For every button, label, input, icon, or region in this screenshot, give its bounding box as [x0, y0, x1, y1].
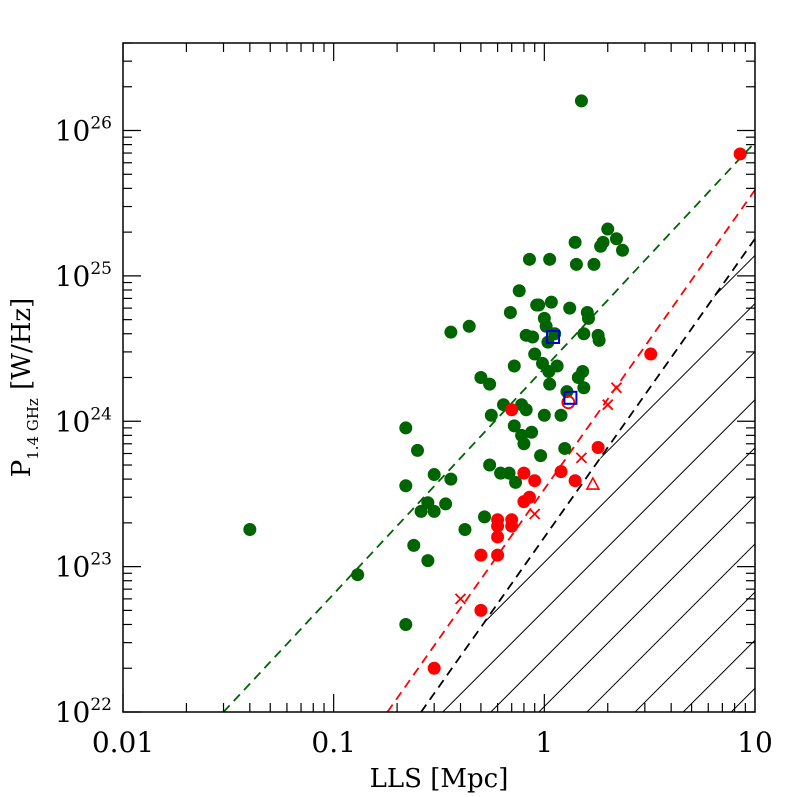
data-point-1-13: [528, 474, 542, 488]
y-tick-label-2: 1024: [55, 404, 112, 438]
data-point-0-49: [543, 252, 557, 266]
data-point-1-2: [474, 603, 488, 617]
data-point-0-60: [574, 94, 588, 108]
data-point-0-63: [577, 381, 591, 395]
data-point-0-3: [399, 421, 413, 435]
data-point-0-1: [351, 568, 365, 582]
data-point-0-65: [581, 311, 595, 325]
data-point-1-14: [554, 465, 568, 479]
data-point-0-48: [543, 377, 557, 391]
y-tick-label-4: 1026: [55, 114, 112, 148]
data-point-0-2: [399, 617, 413, 631]
data-point-1-0: [427, 661, 441, 675]
data-point-0-10: [427, 504, 441, 518]
data-point-1-4: [491, 530, 505, 544]
data-point-2-3: [602, 399, 614, 411]
data-point-0-71: [601, 222, 615, 236]
data-point-0-27: [507, 419, 521, 433]
data-point-1-10: [517, 466, 531, 480]
data-point-0-35: [522, 252, 536, 266]
data-point-0-11: [427, 468, 441, 482]
y-tick-label-3: 1025: [55, 259, 112, 293]
data-point-0-13: [444, 472, 458, 486]
data-point-0-32: [517, 437, 531, 451]
data-point-0-0: [243, 523, 257, 537]
data-point-0-53: [554, 408, 568, 422]
data-point-0-20: [483, 377, 497, 391]
y-axis-label: P1.4 GHz [W/Hz]: [7, 298, 42, 478]
data-point-1-17: [644, 347, 658, 361]
x-tick-label-1: 0.1: [311, 726, 356, 759]
data-point-0-70: [596, 235, 610, 249]
data-point-0-38: [528, 347, 542, 361]
data-point-0-73: [616, 243, 630, 257]
data-point-1-16: [591, 440, 605, 454]
data-point-0-12: [439, 497, 453, 511]
data-point-1-9: [505, 403, 519, 417]
data-point-0-36: [525, 425, 539, 439]
x-tick-label-2: 1: [535, 726, 553, 759]
data-point-0-28: [509, 475, 523, 489]
hatch-fill: [421, 238, 755, 712]
data-point-1-6: [491, 513, 505, 527]
data-point-0-26: [507, 359, 521, 373]
data-point-2-0: [454, 593, 467, 605]
y-tick-label-1: 1023: [55, 550, 112, 584]
data-point-0-16: [462, 319, 476, 333]
data-point-0-52: [550, 359, 564, 373]
data-point-0-19: [483, 458, 497, 472]
data-point-0-4: [399, 479, 413, 493]
data-point-0-41: [534, 449, 548, 463]
data-point-1-8: [505, 513, 519, 527]
x-tick-label-0: 0.01: [92, 726, 154, 759]
data-point-0-62: [577, 327, 591, 341]
data-point-5-0: [546, 329, 561, 344]
data-point-0-58: [569, 257, 583, 271]
hatched-excluded-region: [421, 238, 755, 712]
data-point-1-3: [491, 548, 505, 562]
data-point-0-14: [444, 325, 458, 339]
data-point-1-18: [733, 147, 747, 161]
data-point-0-21: [484, 408, 498, 422]
data-point-5-1: [563, 390, 578, 405]
data-point-0-43: [537, 408, 551, 422]
data-point-0-68: [592, 333, 606, 347]
data-point-0-15: [458, 523, 472, 537]
data-point-0-29: [512, 284, 526, 298]
data-point-0-56: [563, 301, 577, 315]
data-point-0-5: [407, 538, 421, 552]
dashed-line-0: [222, 141, 755, 712]
data-point-1-1: [474, 548, 488, 562]
dashed-line-1: [386, 189, 755, 712]
data-point-0-18: [478, 510, 492, 524]
data-point-1-12: [522, 490, 536, 504]
data-point-1-15: [568, 474, 582, 488]
data-point-0-8: [421, 554, 435, 568]
data-point-0-24: [502, 466, 516, 480]
x-axis-label: LLS [Mpc]: [370, 764, 509, 794]
data-point-0-40: [532, 298, 546, 312]
data-point-2-1: [529, 508, 541, 520]
data-point-0-54: [558, 441, 572, 455]
dashed-line-2: [420, 238, 755, 712]
data-point-0-33: [519, 403, 533, 417]
data-point-0-57: [568, 235, 582, 249]
data-point-0-66: [587, 257, 601, 271]
data-point-2-2: [575, 452, 588, 464]
y-tick-label-0: 1022: [55, 695, 112, 729]
data-point-3-0: [561, 395, 576, 410]
data-point-0-50: [544, 295, 558, 309]
data-point-0-61: [576, 364, 590, 378]
data-point-2-4: [610, 382, 623, 394]
data-point-0-25: [503, 305, 517, 319]
data-point-0-6: [410, 443, 424, 457]
data-point-0-37: [526, 330, 540, 344]
data-point-0-72: [609, 232, 623, 246]
data-point-0-45: [539, 319, 553, 333]
x-tick-label-3: 10: [737, 726, 773, 759]
data-point-4-0: [585, 476, 601, 490]
